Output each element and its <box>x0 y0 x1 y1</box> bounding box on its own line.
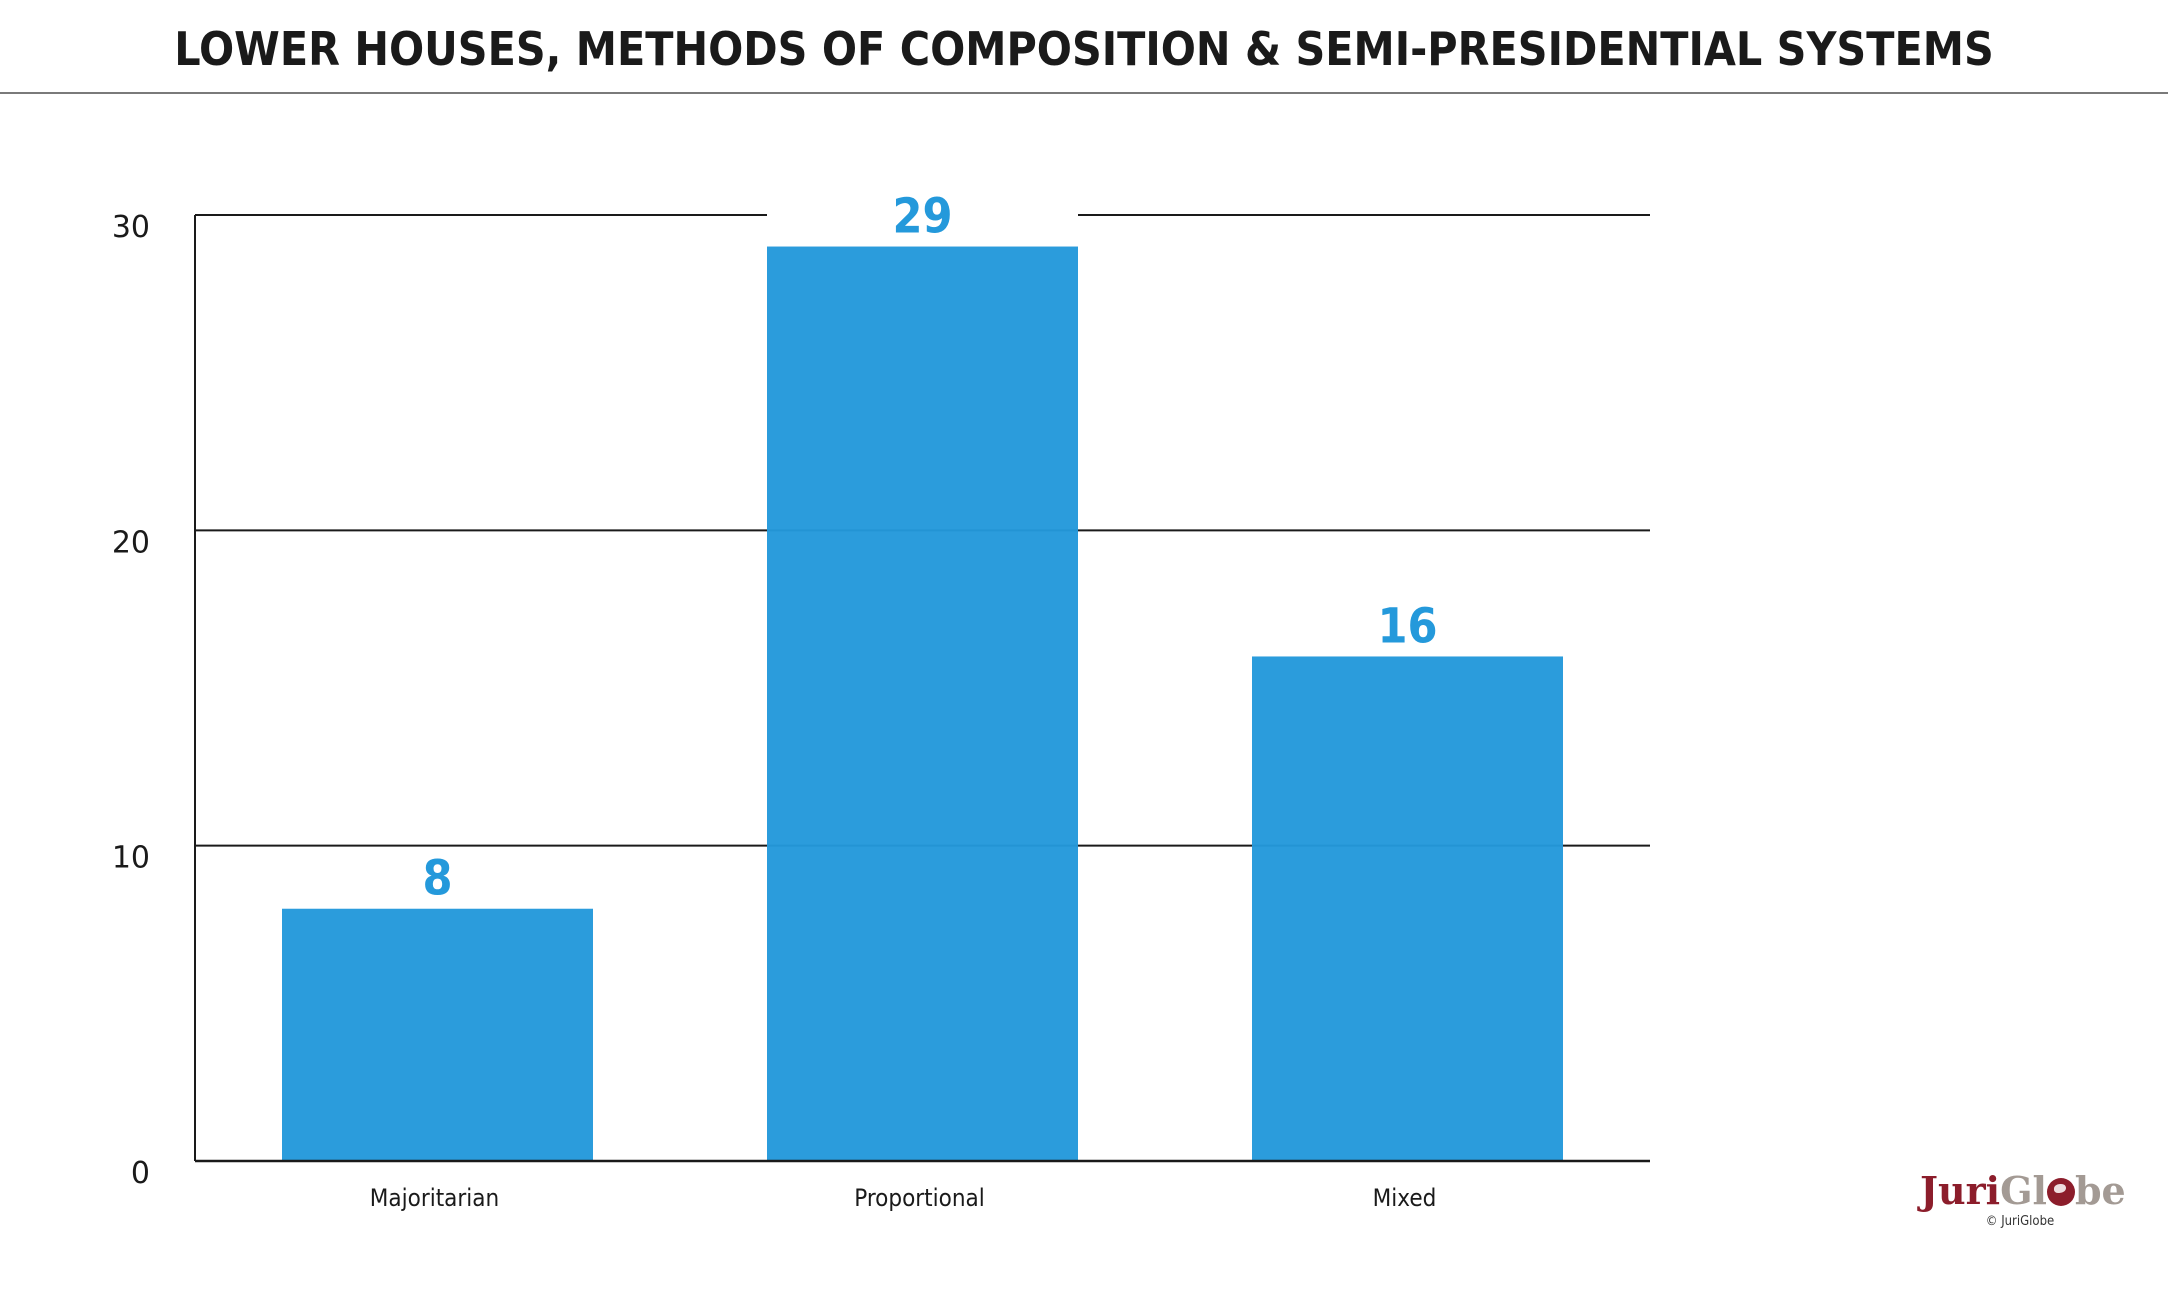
y-tick-label-0: 0 <box>131 1156 150 1191</box>
logo-part-juri: Juri <box>1920 1168 2001 1213</box>
bars <box>282 188 1563 1162</box>
category-label-majoritarian: Majoritarian <box>370 1184 499 1212</box>
category-label-proportional: Proportional <box>854 1184 985 1212</box>
logo-part-be: be <box>2074 1168 2126 1213</box>
value-label-backdrop-proportional <box>767 188 1078 241</box>
bar-mixed <box>1252 656 1563 1161</box>
y-tick-label-30: 30 <box>112 210 150 245</box>
y-tick-label-20: 20 <box>112 525 150 560</box>
category-label-mixed: Mixed <box>1373 1184 1437 1212</box>
logo-part-gl: Gl <box>2000 1168 2047 1213</box>
logo-wordmark: JuriGl be <box>1920 1168 2126 1213</box>
value-label-backdrop-majoritarian <box>282 850 593 903</box>
globe-icon <box>2046 1178 2075 1206</box>
copyright-text: © JuriGlobe <box>1985 1214 2055 1229</box>
labels: 0 10 20 30 8 Majoritarian 29 Proportional 16 Mixe… <box>112 189 1438 1212</box>
value-label-proportional: 29 <box>892 189 952 245</box>
value-label-backdrop-mixed <box>1252 598 1563 651</box>
axes <box>194 215 1650 1163</box>
juriglobe-logo: JuriGl be © JuriGlobe <box>1920 1168 2126 1230</box>
value-label-majoritarian: 8 <box>422 851 452 907</box>
y-tick-label-10: 10 <box>112 841 150 876</box>
chart-title: LOWER HOUSES, METHODS OF COMPOSITION & S… <box>174 22 1994 76</box>
value-label-mixed: 16 <box>1377 598 1437 654</box>
bar-majoritarian <box>282 908 593 1161</box>
header-divider <box>0 92 2168 94</box>
bar-proportional <box>767 246 1078 1162</box>
